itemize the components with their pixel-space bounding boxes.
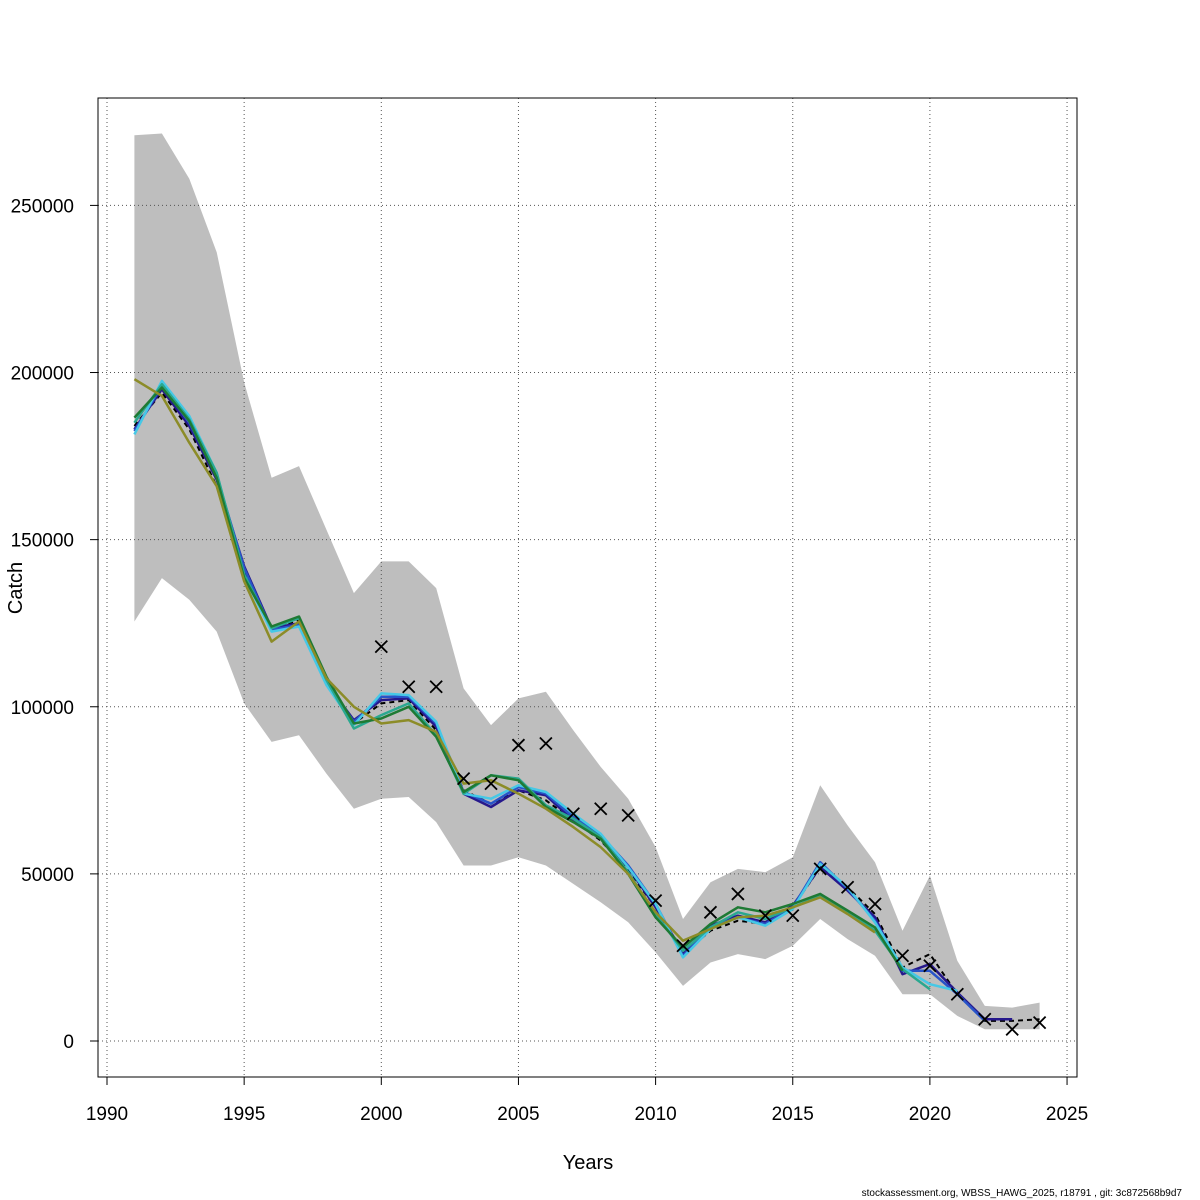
- observed-point: [786, 909, 800, 923]
- observed-point: [429, 680, 443, 694]
- observed-point: [594, 802, 608, 816]
- y-tick-label: 150000: [11, 531, 74, 552]
- observed-point: [813, 862, 827, 876]
- y-axis-title: Catch: [5, 562, 27, 614]
- footer-note: stockassessment.org, WBSS_HAWG_2025, r18…: [862, 1188, 1183, 1199]
- observed-point: [731, 887, 745, 901]
- x-tick-label: 2010: [634, 1104, 676, 1125]
- y-tick-label: 250000: [11, 196, 74, 217]
- axis-layer: 1990 1995 2000 2005 2010 2015 2020 2025 0 50000 10…: [11, 196, 1089, 1125]
- observed-point: [676, 939, 690, 953]
- observed-point: [1032, 1015, 1047, 1030]
- observed-point: [950, 987, 964, 1001]
- x-tick-label: 2000: [360, 1104, 402, 1125]
- observed-point: [703, 905, 718, 919]
- observed-point: [621, 808, 635, 823]
- observed-point: [1005, 1022, 1019, 1036]
- y-tick-label: 100000: [11, 698, 74, 719]
- confidence-band-layer: [134, 133, 1040, 1030]
- observed-point: [978, 1012, 992, 1026]
- x-tick-label: 2005: [497, 1104, 539, 1125]
- x-tick-label: 1990: [86, 1104, 128, 1125]
- observed-points-layer: [374, 639, 1047, 1036]
- observed-point: [648, 893, 663, 908]
- series-line-7: [133, 378, 876, 942]
- confidence-band: [134, 133, 1040, 1030]
- series-layer: [133, 378, 1040, 1022]
- observed-point: [868, 897, 882, 911]
- y-tick-label: 200000: [11, 364, 74, 385]
- observed-point: [374, 639, 388, 654]
- x-tick-label: 2020: [909, 1104, 951, 1125]
- x-tick-label: 1995: [223, 1104, 265, 1125]
- observed-point: [484, 776, 498, 791]
- observed-point: [511, 738, 526, 752]
- observed-point: [539, 736, 553, 751]
- y-tick-label: 0: [63, 1032, 74, 1053]
- x-tick-label: 2025: [1046, 1104, 1088, 1125]
- observed-point: [402, 680, 416, 694]
- x-tick-label: 2015: [772, 1104, 814, 1125]
- observed-point: [923, 959, 937, 973]
- series-line-4: [133, 379, 958, 993]
- observed-point: [566, 807, 580, 821]
- y-tick-label: 50000: [21, 865, 74, 886]
- observed-point: [895, 949, 910, 963]
- x-axis-title: Years: [563, 1152, 613, 1174]
- observed-point: [758, 909, 772, 923]
- series-line-6: [133, 386, 904, 972]
- observed-point: [456, 771, 471, 786]
- observed-point: [840, 880, 855, 894]
